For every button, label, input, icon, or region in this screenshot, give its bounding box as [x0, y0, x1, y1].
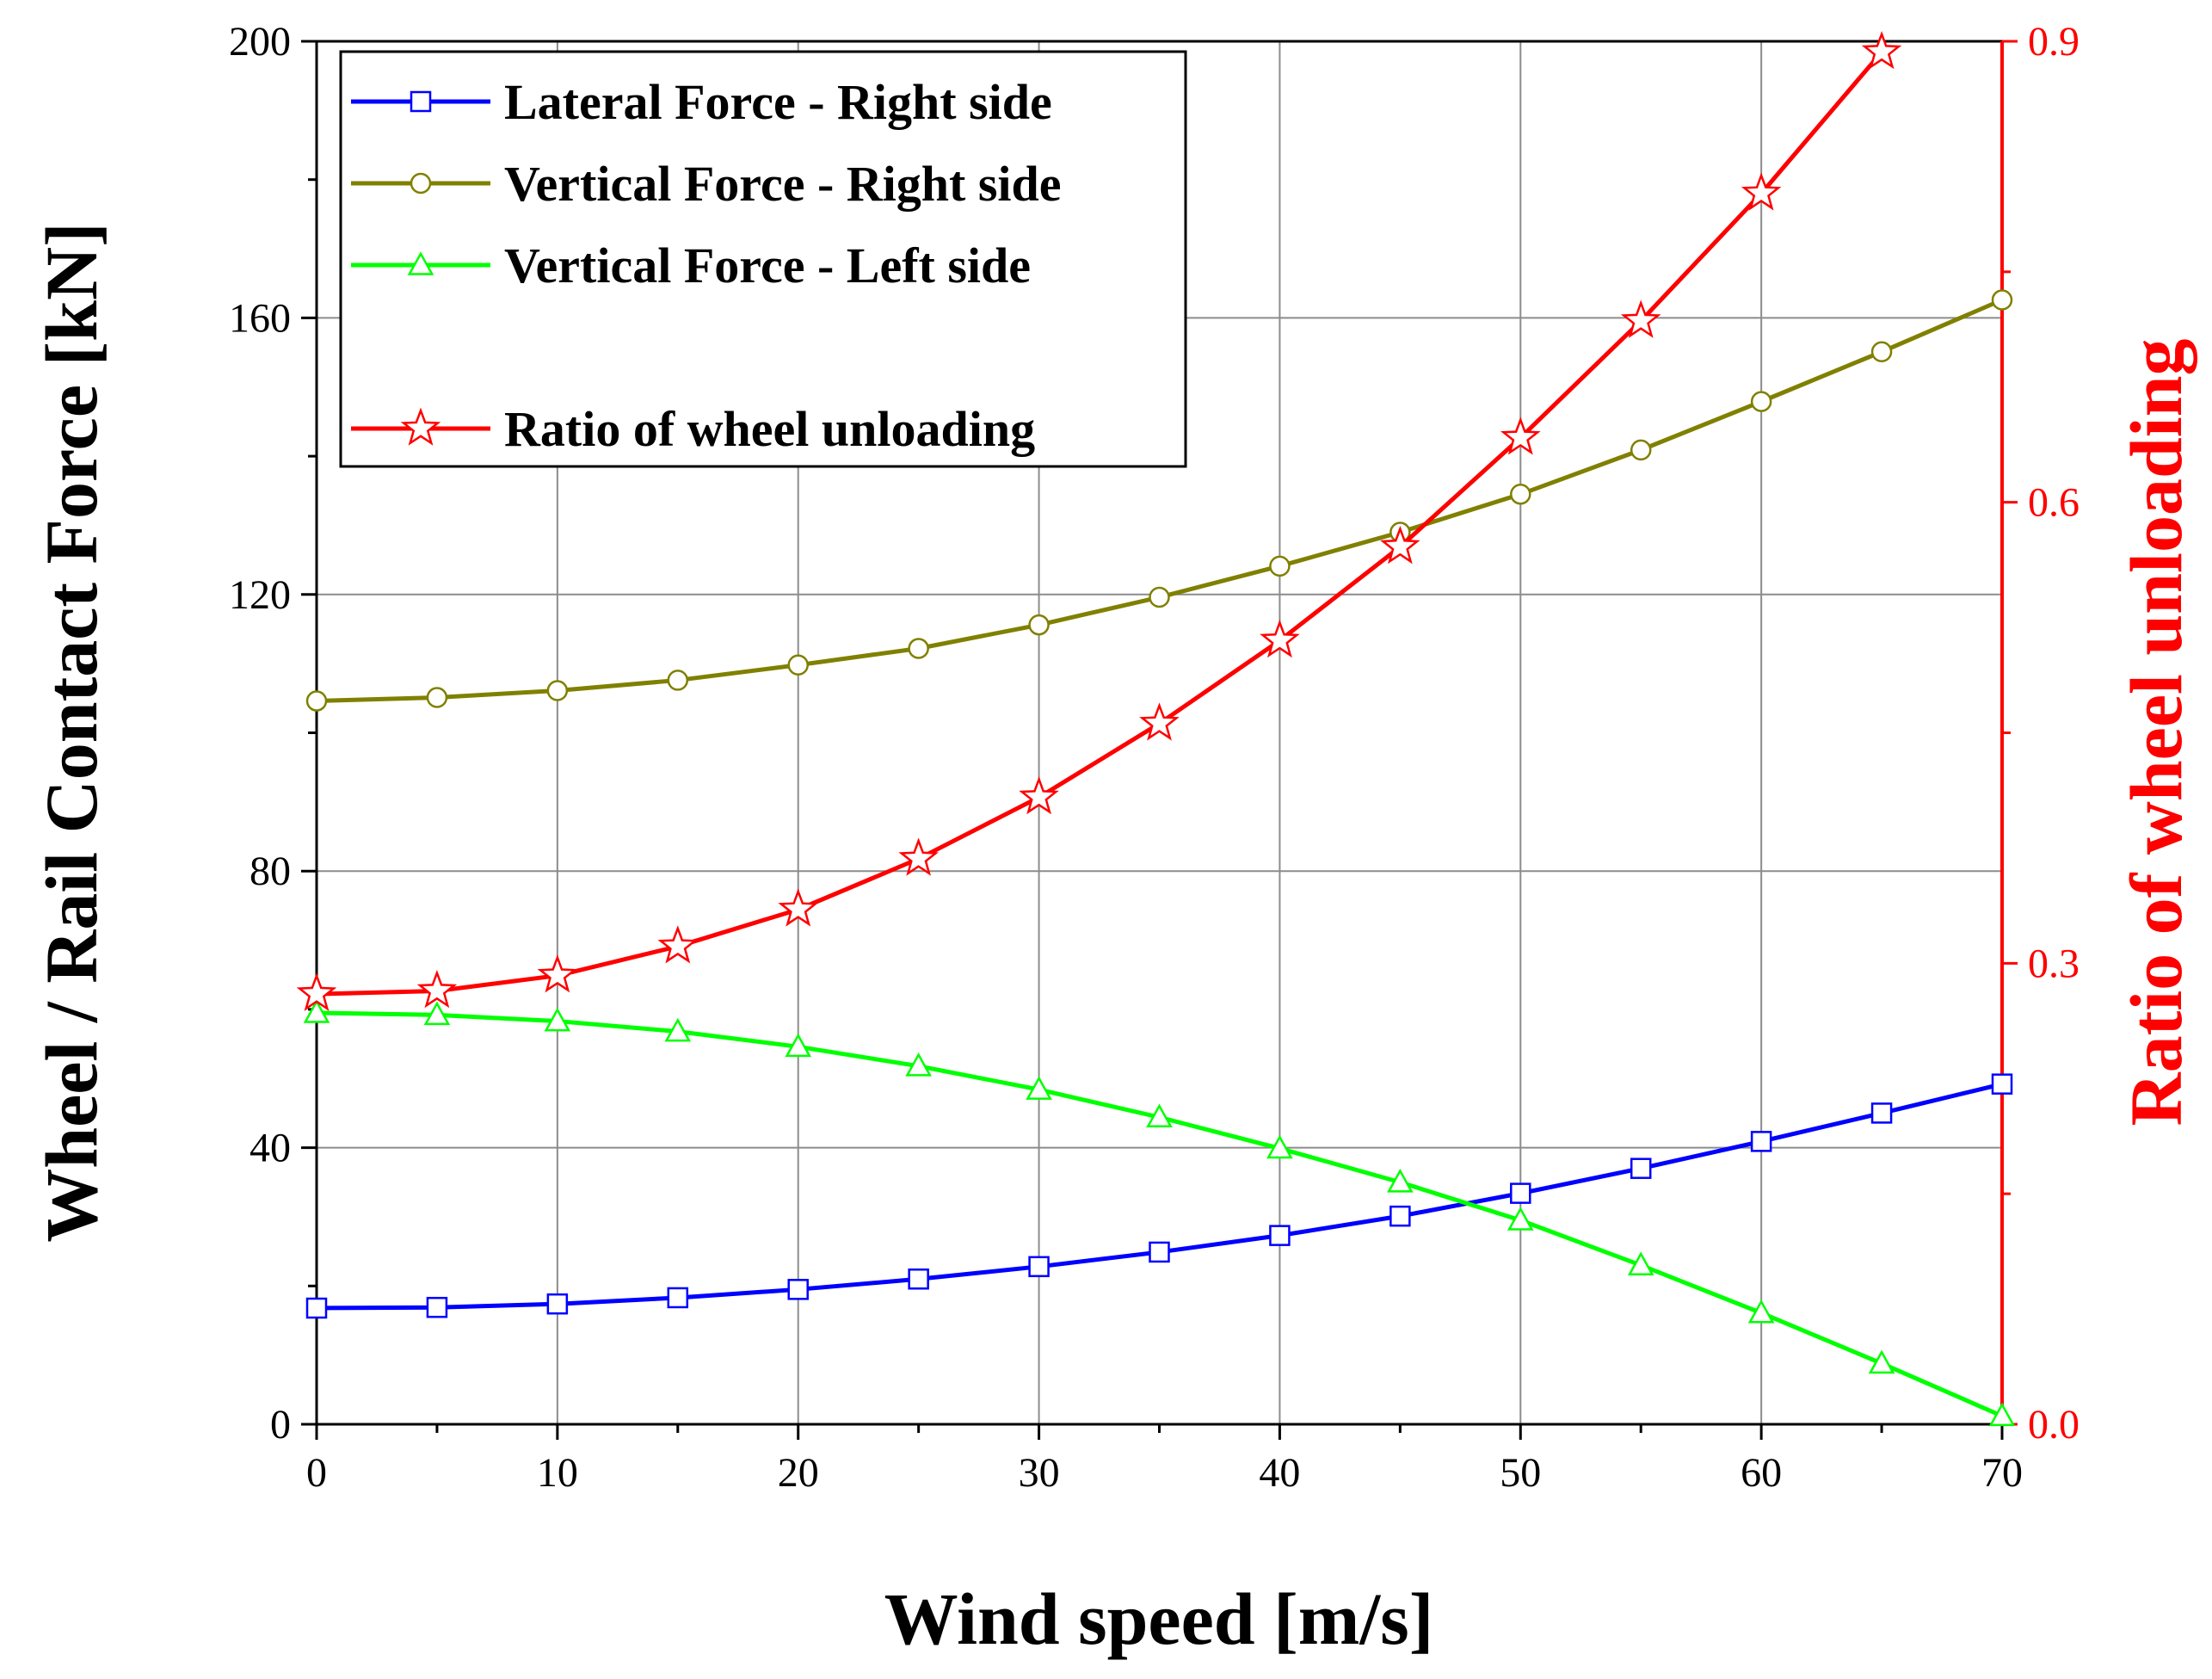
- x-tick-label: 60: [1741, 1450, 1782, 1496]
- data-point-ratio-of-wheel-unloading: [1500, 417, 1541, 455]
- data-point-ratio-of-wheel-unloading: [1139, 702, 1180, 741]
- data-point-vertical-force-right-side: [426, 687, 448, 708]
- data-point-lateral-force-right-side: [1630, 1157, 1652, 1179]
- data-point-ratio-of-wheel-unloading: [296, 972, 337, 1011]
- legend: Lateral Force - Right side Vertical Force…: [339, 50, 1187, 468]
- legend-marker-vertical-force-left-side: [407, 251, 434, 275]
- ticks: 0 10 20 30 40 50 60 70 0 40 80 120 160 200 0.0 0.3 0.6 0.…: [229, 19, 2080, 1496]
- data-point-lateral-force-right-side: [305, 1297, 328, 1319]
- data-point-lateral-force-right-side: [1149, 1241, 1170, 1263]
- legend-marker-lateral-force-right-side: [410, 90, 432, 113]
- data-point-vertical-force-right-side: [1149, 586, 1170, 608]
- y-tick-label: 40: [250, 1126, 291, 1171]
- x-tick-label: 0: [306, 1450, 327, 1496]
- y-tick-label: 160: [229, 295, 291, 341]
- data-point-ratio-of-wheel-unloading: [1620, 299, 1661, 338]
- series-vertical-force-right-side: [305, 289, 2013, 712]
- data-point-ratio-of-wheel-unloading: [1260, 619, 1300, 658]
- data-point-lateral-force-right-side: [426, 1296, 448, 1318]
- x-tick-label: 10: [537, 1450, 578, 1496]
- data-point-ratio-of-wheel-unloading: [778, 888, 818, 927]
- series-vertical-force-left-side: [303, 999, 2016, 1427]
- data-point-vertical-force-left-side: [664, 1017, 692, 1042]
- y-tick-label: 120: [229, 572, 291, 618]
- data-point-vertical-force-left-side: [1387, 1169, 1414, 1193]
- x-tick-label: 50: [1500, 1450, 1541, 1496]
- y2-tick-label: 0.0: [2028, 1402, 2080, 1448]
- data-point-vertical-force-right-side: [667, 670, 689, 691]
- data-point-vertical-force-left-side: [1747, 1299, 1775, 1324]
- legend-marker-vertical-force-right-side: [410, 172, 432, 194]
- data-point-vertical-force-left-side: [1868, 1349, 1895, 1374]
- data-point-lateral-force-right-side: [1389, 1205, 1411, 1227]
- y2-tick-label: 0.9: [2028, 19, 2080, 65]
- data-point-vertical-force-left-side: [1627, 1251, 1654, 1276]
- data-point-ratio-of-wheel-unloading: [1019, 776, 1059, 815]
- series-layer: [296, 31, 2016, 1427]
- data-point-vertical-force-left-side: [303, 999, 330, 1023]
- data-point-vertical-force-left-side: [1026, 1076, 1052, 1100]
- data-point-vertical-force-right-side: [787, 654, 809, 676]
- data-point-ratio-of-wheel-unloading: [657, 925, 699, 964]
- data-point-ratio-of-wheel-unloading: [1861, 31, 1902, 70]
- data-point-vertical-force-right-side: [546, 680, 569, 701]
- y2-tick-label: 0.3: [2028, 941, 2080, 986]
- data-point-vertical-force-right-side: [1991, 289, 2013, 311]
- data-point-vertical-force-right-side: [1028, 614, 1050, 636]
- data-point-vertical-force-left-side: [785, 1033, 812, 1058]
- data-point-vertical-force-right-side: [908, 638, 929, 659]
- data-point-lateral-force-right-side: [546, 1293, 569, 1315]
- legend-label-vertical-force-right-side: Vertical Force - Right side: [504, 156, 1062, 212]
- data-point-vertical-force-left-side: [1146, 1103, 1173, 1128]
- legend-label-ratio-of-wheel-unloading: Ratio of wheel unloading: [504, 401, 1035, 457]
- data-point-lateral-force-right-side: [1870, 1102, 1893, 1124]
- y-tick-label: 200: [229, 19, 291, 65]
- data-point-lateral-force-right-side: [1269, 1225, 1291, 1246]
- data-point-lateral-force-right-side: [1510, 1182, 1531, 1204]
- data-point-lateral-force-right-side: [787, 1279, 809, 1300]
- data-point-ratio-of-wheel-unloading: [416, 970, 458, 1009]
- data-point-lateral-force-right-side: [1991, 1073, 2013, 1095]
- data-point-vertical-force-right-side: [305, 690, 328, 712]
- y-tick-label: 80: [250, 849, 291, 894]
- data-point-vertical-force-right-side: [1269, 555, 1291, 577]
- data-point-lateral-force-right-side: [1750, 1131, 1772, 1152]
- data-point-vertical-force-right-side: [1750, 391, 1772, 412]
- x-tick-label: 40: [1259, 1450, 1300, 1496]
- data-point-ratio-of-wheel-unloading: [898, 837, 939, 876]
- legend-label-vertical-force-left-side: Vertical Force - Left side: [504, 238, 1031, 293]
- y-tick-label: 0: [270, 1402, 291, 1448]
- series-line-ratio-of-wheel-unloading: [316, 50, 1883, 997]
- y2-axis-title: Ratio of wheel unloading: [2115, 338, 2197, 1126]
- y-axis-title: Wheel / Rail Contact Force [kN]: [30, 222, 113, 1242]
- data-point-vertical-force-left-side: [1988, 1402, 2016, 1427]
- data-point-lateral-force-right-side: [908, 1269, 929, 1290]
- x-tick-label: 70: [1981, 1450, 2023, 1496]
- series-line-vertical-force-left-side: [316, 1010, 2003, 1418]
- data-point-vertical-force-left-side: [423, 1001, 451, 1026]
- x-axis-title: Wind speed [m/s]: [884, 1577, 1434, 1660]
- data-point-vertical-force-left-side: [905, 1052, 932, 1077]
- legend-label-lateral-force-right-side: Lateral Force - Right side: [504, 74, 1052, 130]
- data-point-lateral-force-right-side: [1028, 1256, 1050, 1278]
- data-point-ratio-of-wheel-unloading: [1380, 525, 1420, 565]
- data-point-vertical-force-right-side: [1630, 439, 1652, 461]
- x-tick-label: 20: [778, 1450, 819, 1496]
- data-point-ratio-of-wheel-unloading: [537, 954, 578, 993]
- data-point-lateral-force-right-side: [667, 1287, 689, 1309]
- legend-box: [339, 50, 1187, 468]
- legend-marker-ratio-of-wheel-unloading: [400, 407, 441, 446]
- y2-tick-label: 0.6: [2028, 480, 2080, 526]
- data-point-vertical-force-left-side: [544, 1007, 571, 1032]
- data-point-ratio-of-wheel-unloading: [1741, 172, 1782, 211]
- data-point-vertical-force-left-side: [1507, 1207, 1534, 1231]
- data-point-vertical-force-right-side: [1870, 341, 1893, 363]
- series-ratio-of-wheel-unloading: [296, 31, 1902, 1011]
- data-point-vertical-force-right-side: [1510, 484, 1531, 505]
- data-point-vertical-force-left-side: [1266, 1134, 1293, 1159]
- series-lateral-force-right-side: [305, 1073, 2013, 1319]
- x-tick-label: 30: [1019, 1450, 1060, 1496]
